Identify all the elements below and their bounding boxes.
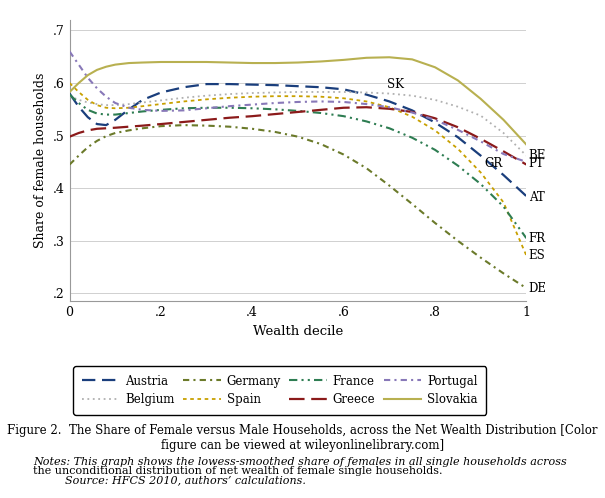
Text: the unconditional distribution of net wealth of female single households.: the unconditional distribution of net we… xyxy=(33,466,443,476)
Text: GR: GR xyxy=(485,157,503,170)
X-axis label: Wealth decile: Wealth decile xyxy=(253,325,343,338)
Text: FR: FR xyxy=(529,232,546,245)
Text: ES: ES xyxy=(529,249,545,262)
Legend: Austria, Belgium, Germany, Spain, France, Greece, Portugal, Slovakia: Austria, Belgium, Germany, Spain, France… xyxy=(73,367,486,415)
Text: Notes: This graph shows the lowess-smoothed share of females in all single house: Notes: This graph shows the lowess-smoot… xyxy=(33,457,567,467)
Text: DE: DE xyxy=(529,282,547,295)
Text: PT: PT xyxy=(529,157,544,170)
Y-axis label: Share of female households: Share of female households xyxy=(34,73,47,249)
Text: BE: BE xyxy=(529,149,546,162)
Text: AT: AT xyxy=(529,191,544,204)
Text: Figure 2.  The Share of Female versus Male Households, across the Net Wealth Dis: Figure 2. The Share of Female versus Mal… xyxy=(7,424,598,452)
Text: Source: HFCS 2010, authors’ calculations.: Source: HFCS 2010, authors’ calculations… xyxy=(65,475,306,485)
Text: SK: SK xyxy=(387,78,404,91)
